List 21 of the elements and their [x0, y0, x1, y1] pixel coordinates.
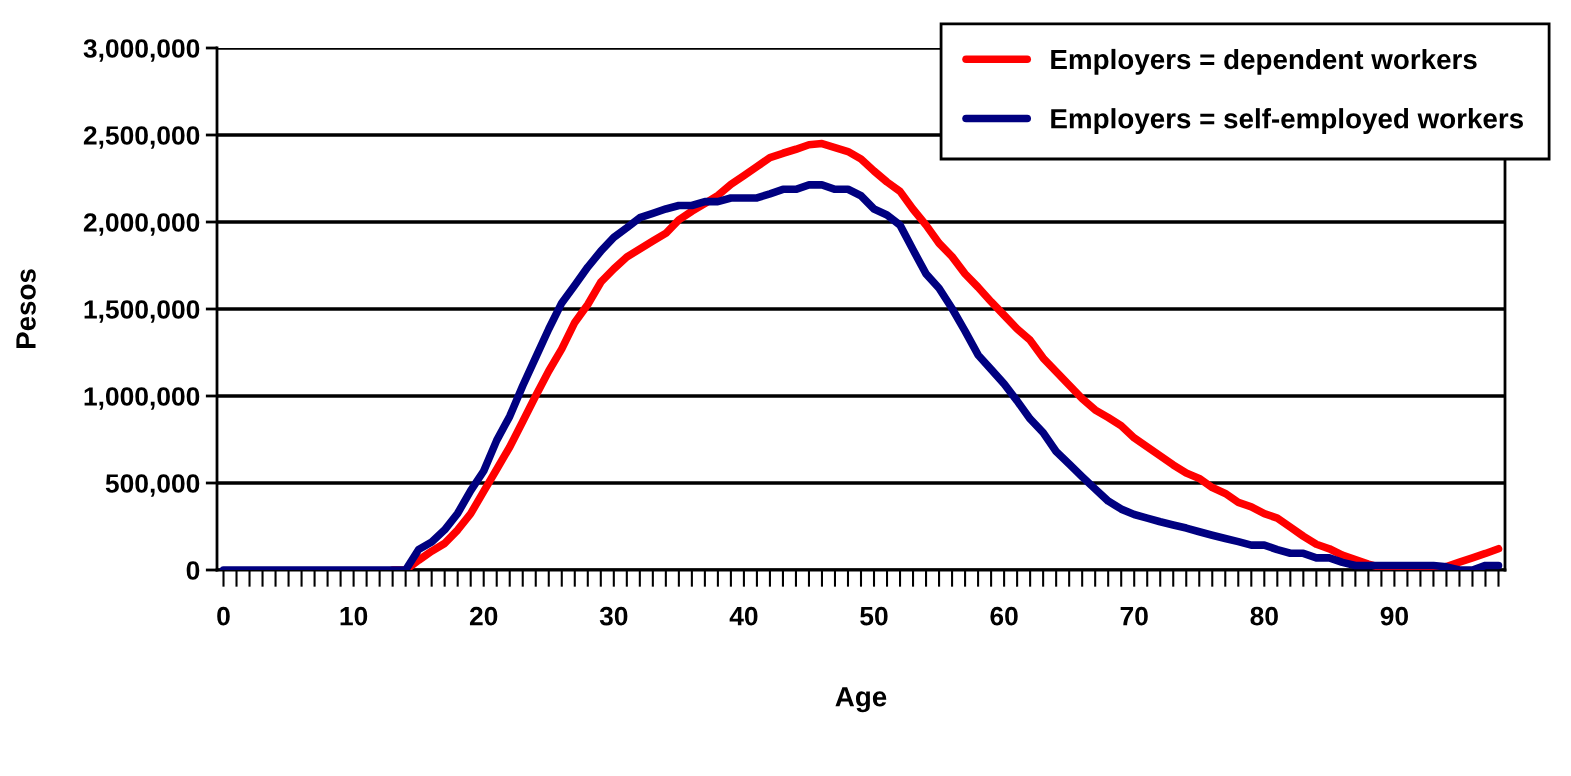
x-tick-label: 60 — [990, 606, 1018, 626]
legend-label: Employers = self-employed workers — [1051, 108, 1523, 135]
x-tick-label: 10 — [340, 606, 368, 626]
legend-label: Employers = dependent workers — [1051, 48, 1477, 75]
x-axis-title: Age — [835, 687, 887, 713]
y-tick-label: 2,500,000 — [83, 126, 200, 149]
x-tick-label: 30 — [599, 606, 628, 626]
x-tick-label: 20 — [469, 606, 498, 626]
y-tick-label: 2,000,000 — [83, 213, 200, 236]
y-tick-label: 500,000 — [105, 474, 200, 497]
y-tick-label: 1,500,000 — [84, 300, 200, 323]
y-tick-label: 0 — [186, 561, 200, 580]
x-tick-label: 40 — [729, 606, 758, 626]
y-tick-label: 3,000,000 — [83, 39, 200, 62]
x-tick-label: 90 — [1380, 606, 1409, 626]
x-tick-label: 70 — [1120, 606, 1148, 626]
y-axis-title: Pesos — [16, 269, 36, 349]
y-tick-label: 1,000,000 — [84, 387, 200, 410]
x-tick-label: 50 — [860, 606, 888, 626]
x-tick-label: 0 — [217, 606, 230, 626]
x-tick-label: 80 — [1250, 606, 1278, 626]
